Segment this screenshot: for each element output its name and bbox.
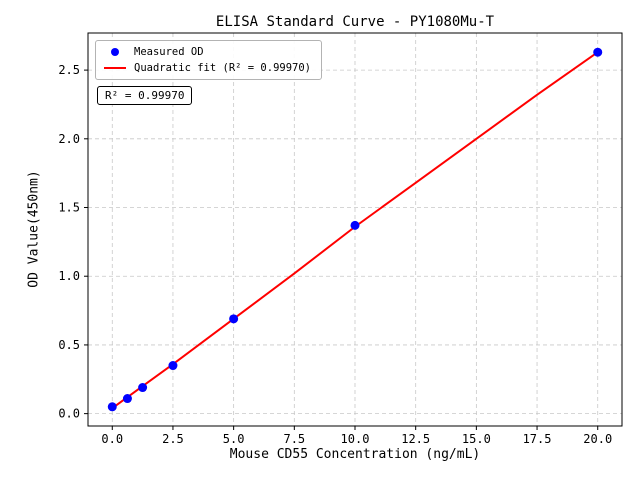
- y-axis-label: OD Value(450nm): [26, 170, 42, 288]
- legend-item-measured-od: Measured OD: [104, 46, 311, 58]
- svg-text:15.0: 15.0: [462, 432, 491, 446]
- svg-text:1.0: 1.0: [58, 269, 80, 283]
- legend: Measured OD Quadratic fit (R² = 0.99970): [95, 40, 323, 80]
- scatter-marker-icon: [111, 48, 119, 56]
- svg-text:10.0: 10.0: [341, 432, 370, 446]
- svg-text:0.0: 0.0: [101, 432, 123, 446]
- svg-text:2.5: 2.5: [58, 63, 80, 77]
- legend-label-quadratic-fit: Quadratic fit (R² = 0.99970): [134, 62, 312, 74]
- svg-text:5.0: 5.0: [223, 432, 245, 446]
- legend-item-quadratic-fit: Quadratic fit (R² = 0.99970): [104, 62, 311, 74]
- line-marker-icon: [104, 67, 126, 69]
- chart-title: ELISA Standard Curve - PY1080Mu-T: [215, 14, 495, 30]
- svg-text:12.5: 12.5: [401, 432, 430, 446]
- svg-text:17.5: 17.5: [523, 432, 552, 446]
- svg-text:7.5: 7.5: [283, 432, 305, 446]
- legend-label-measured-od: Measured OD: [134, 46, 204, 58]
- svg-text:1.5: 1.5: [58, 201, 80, 215]
- r-squared-annotation: R² = 0.99970: [97, 86, 193, 105]
- svg-text:2.0: 2.0: [58, 132, 80, 146]
- svg-text:20.0: 20.0: [583, 432, 612, 446]
- svg-text:0.0: 0.0: [58, 407, 80, 421]
- x-axis-label: Mouse CD55 Concentration (ng/mL): [229, 447, 481, 462]
- svg-text:0.5: 0.5: [58, 338, 80, 352]
- svg-text:2.5: 2.5: [162, 432, 184, 446]
